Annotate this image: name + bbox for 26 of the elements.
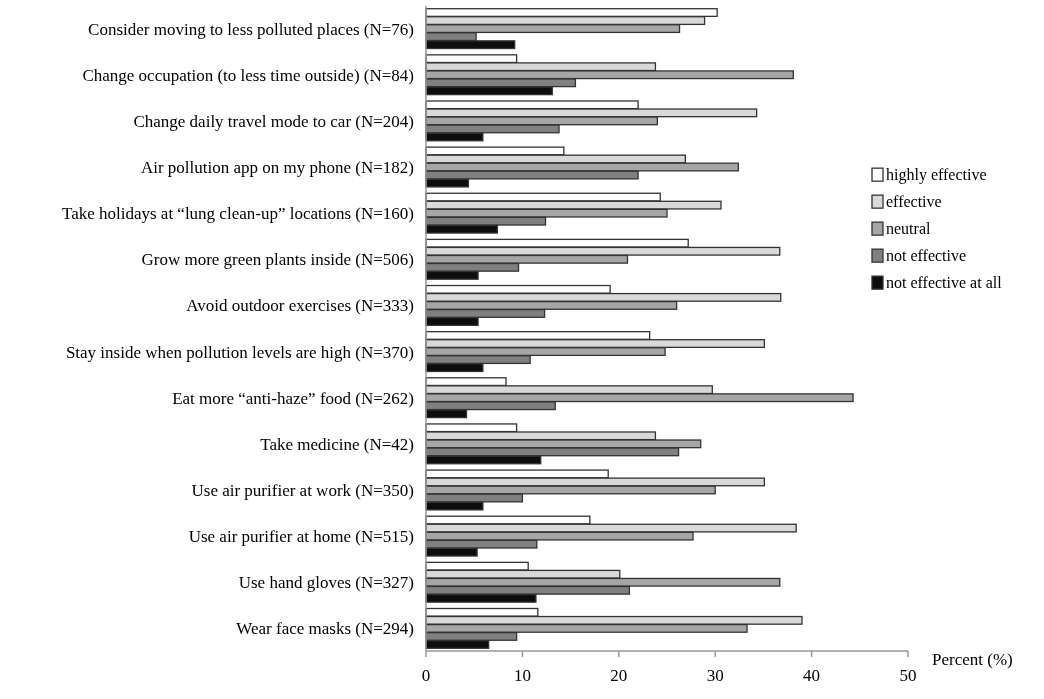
x-tick-label: 20: [610, 666, 628, 685]
y-tick-label: Take medicine (N=42): [260, 434, 414, 454]
y-tick-label: Consider moving to less polluted places (N=76): [88, 19, 414, 39]
y-tick-label: Use air purifier at home (N=515): [188, 527, 414, 547]
x-tick-label: 30: [706, 666, 724, 685]
x-tick-label: 10: [513, 666, 531, 685]
y-tick-label: Use air purifier at work (N=350): [191, 480, 414, 500]
y-tick-label: Stay inside when pollution levels are high (N=370): [65, 342, 414, 362]
legend-label: neutral: [886, 220, 931, 238]
legend-label: not effective at all: [886, 274, 1003, 292]
y-tick-label: Grow more green plants inside (N=506): [141, 250, 414, 270]
y-tick-label: Avoid outdoor exercises (N=333): [186, 296, 414, 316]
y-tick-label: Take holidays at “lung clean-up” locations (N=160): [61, 204, 414, 224]
y-tick-label: Wear face masks (N=294): [236, 619, 414, 639]
legend-label: highly effective: [886, 166, 987, 185]
legend-label: not effective: [886, 247, 967, 265]
y-tick-label: Use hand gloves (N=327): [238, 573, 414, 593]
x-tick-label: 0: [421, 666, 431, 685]
legend-label: effective: [886, 193, 942, 211]
x-axis-title: Percent (%): [932, 650, 1013, 669]
y-tick-label: Air pollution app on my phone (N=182): [140, 157, 414, 177]
y-tick-label: Change occupation (to less time outside) (N=84): [82, 65, 414, 85]
y-tick-label: Change daily travel mode to car (N=204): [133, 111, 414, 131]
x-tick-label: 50: [899, 666, 917, 685]
y-tick-label: Eat more “anti-haze” food (N=262): [172, 388, 414, 408]
x-tick-label: 40: [803, 666, 821, 685]
